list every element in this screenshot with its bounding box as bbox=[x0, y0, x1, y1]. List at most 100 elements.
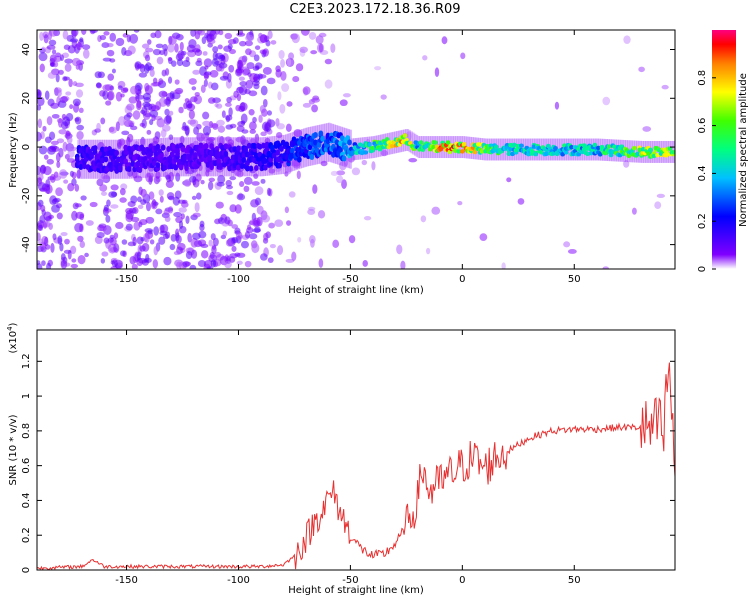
heatmap-cell bbox=[229, 137, 232, 177]
heatmap-cell bbox=[341, 179, 347, 189]
heatmap-cell bbox=[168, 35, 177, 45]
heatmap-cell bbox=[64, 238, 70, 245]
heatmap-cell bbox=[77, 255, 86, 265]
heatmap-cell bbox=[216, 119, 225, 127]
heatmap-cell bbox=[418, 140, 424, 145]
heatmap-cell bbox=[179, 135, 185, 144]
heatmap-cell bbox=[155, 143, 161, 150]
heatmap-cell bbox=[229, 176, 237, 181]
heatmap-cell bbox=[225, 179, 232, 187]
heatmap-cell bbox=[37, 89, 42, 99]
heatmap-cell bbox=[50, 140, 59, 146]
spectrogram-xlabel: Height of straight line (km) bbox=[288, 285, 424, 296]
heatmap-cell bbox=[51, 113, 60, 119]
x-tick-label: -50 bbox=[342, 575, 358, 586]
heatmap-cell bbox=[277, 245, 284, 255]
heatmap-cell bbox=[252, 142, 257, 149]
heatmap-cell bbox=[196, 192, 202, 200]
heatmap-cell bbox=[117, 85, 123, 90]
heatmap-cell bbox=[240, 101, 246, 112]
y-tick-label: 40 bbox=[21, 43, 32, 56]
heatmap-cell bbox=[244, 40, 253, 47]
heatmap-cell bbox=[175, 172, 181, 182]
heatmap-cell bbox=[262, 98, 268, 108]
heatmap-cell bbox=[190, 237, 199, 248]
heatmap-cell bbox=[277, 162, 283, 169]
heatmap-cell bbox=[270, 40, 277, 45]
heatmap-cell bbox=[71, 57, 81, 67]
heatmap-cell bbox=[155, 171, 161, 179]
x-tick-label: -150 bbox=[115, 575, 138, 586]
heatmap-cell bbox=[656, 193, 665, 199]
heatmap-cell bbox=[318, 43, 324, 53]
heatmap-cell bbox=[140, 199, 147, 205]
y-tick-label: 1 bbox=[21, 393, 32, 399]
heatmap-cell bbox=[99, 184, 108, 192]
heatmap-cell bbox=[252, 228, 261, 233]
heatmap-cell bbox=[195, 60, 203, 67]
heatmap-cell bbox=[456, 149, 462, 154]
x-tick-label: 50 bbox=[568, 575, 581, 586]
heatmap-cell bbox=[56, 118, 63, 124]
heatmap-cell bbox=[264, 145, 270, 152]
heatmap-cell bbox=[64, 58, 74, 64]
heatmap-cell bbox=[191, 48, 201, 53]
heatmap-cell bbox=[210, 233, 216, 241]
heatmap-cell bbox=[431, 145, 437, 150]
heatmap-cell bbox=[339, 161, 347, 171]
heatmap-cell bbox=[191, 86, 197, 91]
heatmap-cell bbox=[608, 152, 614, 158]
heatmap-cell bbox=[100, 257, 106, 264]
heatmap-cell bbox=[59, 96, 68, 104]
heatmap-cell bbox=[110, 191, 118, 197]
heatmap-cell bbox=[347, 139, 352, 146]
heatmap-cell bbox=[201, 36, 207, 45]
heatmap-cell bbox=[224, 32, 233, 40]
heatmap-cell bbox=[140, 136, 146, 147]
heatmap-cell bbox=[261, 142, 266, 149]
heatmap-cell bbox=[218, 30, 224, 36]
heatmap-cell bbox=[671, 149, 675, 155]
heatmap-cell bbox=[210, 122, 219, 129]
heatmap-cell bbox=[150, 32, 157, 39]
heatmap-cell bbox=[235, 68, 245, 74]
heatmap-cell bbox=[65, 91, 72, 96]
heatmap-cell bbox=[234, 204, 242, 214]
heatmap-cell bbox=[85, 220, 94, 226]
heatmap-cell bbox=[75, 82, 84, 88]
heatmap-cell bbox=[191, 195, 197, 200]
heatmap-cell bbox=[168, 158, 173, 165]
heatmap-cell bbox=[130, 195, 138, 204]
colorbar-tick-label: 0 bbox=[697, 266, 708, 272]
heatmap-cell bbox=[544, 151, 549, 157]
heatmap-cell bbox=[46, 158, 54, 165]
heatmap-cell bbox=[99, 225, 107, 232]
snr-frame bbox=[36, 329, 676, 571]
heatmap-cell bbox=[236, 86, 244, 94]
heatmap-cell bbox=[67, 249, 72, 260]
heatmap-cell bbox=[60, 253, 66, 261]
heatmap-cell bbox=[248, 165, 254, 172]
heatmap-cell bbox=[263, 232, 269, 241]
heatmap-cell bbox=[239, 81, 247, 87]
heatmap-cell bbox=[138, 72, 148, 78]
heatmap-cell bbox=[200, 179, 205, 185]
heatmap-cell bbox=[121, 130, 130, 136]
heatmap-cell bbox=[253, 54, 260, 62]
heatmap-cell bbox=[246, 62, 255, 70]
heatmap-cell bbox=[94, 153, 100, 160]
heatmap-cell bbox=[336, 170, 346, 176]
heatmap-cell bbox=[351, 167, 361, 176]
heatmap-cell bbox=[229, 204, 237, 213]
heatmap-cell bbox=[99, 34, 107, 41]
heatmap-cell bbox=[81, 44, 91, 50]
heatmap-cell bbox=[309, 153, 315, 160]
heatmap-cell bbox=[291, 251, 297, 262]
heatmap-cell bbox=[288, 191, 296, 198]
heatmap-cell bbox=[637, 147, 643, 152]
heatmap-cell bbox=[236, 193, 246, 201]
heatmap-cell bbox=[96, 122, 101, 131]
colorbar: 0 0.2 0.4 0.6 0.8 Normalized spectral amplit… bbox=[697, 30, 749, 272]
y-tick-label: -20 bbox=[21, 188, 32, 204]
heatmap-cell bbox=[160, 129, 167, 138]
